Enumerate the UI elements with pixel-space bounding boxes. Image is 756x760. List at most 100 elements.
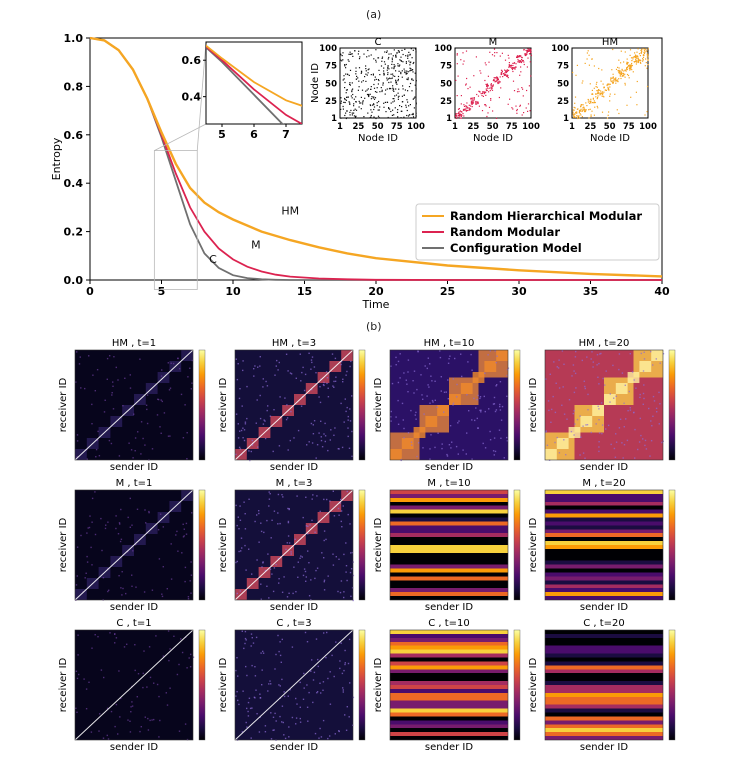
heatmap-speckle — [251, 444, 254, 446]
heatmap-speckle — [579, 454, 581, 456]
adjacency-dot — [582, 107, 584, 109]
adjacency-dot — [476, 103, 478, 105]
heatmap-speckle — [441, 447, 443, 450]
adjacency-dot — [403, 116, 405, 118]
heatmap-speckle — [546, 444, 549, 446]
heatmap-speckle — [281, 591, 284, 593]
adjacency-dot — [455, 79, 457, 81]
adjacency-dot — [513, 62, 515, 64]
adjacency-dot — [487, 87, 489, 90]
heatmap-speckle — [180, 393, 183, 396]
inset-y-tick-label: 0.6 — [182, 54, 202, 67]
heatmap-subblock — [545, 449, 557, 460]
heatmap-speckle — [254, 666, 256, 668]
heatmap-speckle — [261, 669, 263, 671]
heatmap-speckle — [333, 675, 335, 678]
heatmap-speckle — [131, 524, 133, 526]
adjacency-dot — [400, 56, 402, 58]
adjacency-dot — [399, 105, 401, 107]
heatmap-speckle — [313, 671, 316, 674]
adjacency-dot — [618, 78, 620, 80]
heatmap-speckle — [302, 574, 305, 577]
adjacency-dot — [392, 73, 394, 75]
adjacency-dot — [520, 55, 522, 57]
adjacency-dot — [523, 112, 525, 114]
heatmap-speckle — [329, 703, 332, 705]
adjacency-dot — [519, 74, 521, 76]
heatmap-speckle — [75, 707, 77, 709]
heatmap-speckle — [238, 528, 240, 530]
heatmap-speckle — [340, 580, 343, 582]
heatmap-speckle — [135, 586, 137, 588]
adjacency-dot — [526, 89, 528, 92]
adjacency-dot — [584, 62, 586, 64]
adjacency-dot — [409, 64, 411, 66]
heatmap-speckle — [88, 681, 90, 683]
adjacency-dot — [370, 74, 372, 76]
heatmap-speckle — [352, 574, 355, 577]
heatmap-speckle — [640, 352, 642, 355]
adjacency-dot — [465, 107, 467, 109]
heatmap-speckle — [267, 405, 269, 407]
heatmap-speckle — [273, 567, 276, 569]
heatmap-speckle — [276, 359, 278, 362]
adjacency-dot — [463, 104, 465, 106]
adjacency-dot — [379, 91, 381, 93]
heatmap-speckle — [561, 404, 563, 406]
heatmap-speckle — [468, 410, 470, 412]
heatmap-speckle — [259, 356, 261, 358]
heatmap-speckle — [290, 410, 292, 413]
adjacency-dot — [458, 113, 460, 115]
heatmap-speckle — [278, 582, 280, 584]
heatmap-speckle — [430, 375, 432, 377]
adjacency-dot — [619, 72, 621, 74]
heatmap-speckle — [134, 669, 136, 672]
heatmap-speckle — [324, 422, 326, 425]
adjacency-y-tick: 75 — [440, 62, 452, 72]
heatmap-speckle — [80, 534, 82, 537]
heatmap-speckle — [315, 372, 317, 374]
adjacency-dot — [614, 78, 616, 80]
adjacency-dot — [632, 71, 634, 73]
adjacency-dot — [480, 72, 482, 74]
adjacency-dot — [578, 112, 580, 114]
heatmap-speckle — [417, 351, 419, 353]
heatmap-speckle — [270, 738, 273, 740]
heatmap-speckle — [76, 575, 78, 577]
adjacency-dot — [627, 66, 629, 68]
adjacency-dot — [476, 101, 478, 103]
heatmap-speckle — [253, 368, 255, 370]
heatmap-speckle — [545, 378, 547, 380]
heatmap-speckle — [261, 684, 263, 686]
adjacency-dot — [372, 97, 374, 99]
adjacency-dot — [521, 57, 523, 59]
adjacency-dot — [375, 61, 377, 63]
adjacency-dot — [492, 85, 494, 87]
adjacency-dot — [354, 50, 356, 52]
heatmap-speckle — [251, 664, 253, 667]
adjacency-dot — [527, 48, 529, 50]
heatmap-speckle — [334, 733, 336, 735]
adjacency-dot — [471, 99, 474, 101]
heatmap-speckle — [278, 445, 281, 447]
adjacency-dot — [366, 89, 368, 91]
heatmap-speckle — [286, 404, 288, 406]
heatmap-xlabel: sender ID — [270, 742, 318, 753]
heatmap-speckle — [153, 718, 155, 721]
adjacency-dot — [401, 110, 403, 112]
adjacency-dot — [460, 111, 462, 113]
heatmap-speckle — [582, 452, 585, 454]
heatmap-speckle — [244, 423, 247, 425]
heatmap-speckle — [192, 656, 195, 658]
heatmap-speckle — [246, 385, 248, 388]
adjacency-dot — [646, 54, 648, 56]
heatmap-speckle — [553, 361, 555, 363]
heatmap-speckle — [644, 444, 646, 447]
heatmap-speckle — [584, 385, 586, 388]
heatmap-speckle — [411, 444, 413, 446]
adjacency-dot — [525, 53, 527, 56]
adjacency-dot — [360, 108, 362, 110]
adjacency-dot — [577, 115, 579, 117]
heatmap-speckle — [476, 398, 478, 401]
